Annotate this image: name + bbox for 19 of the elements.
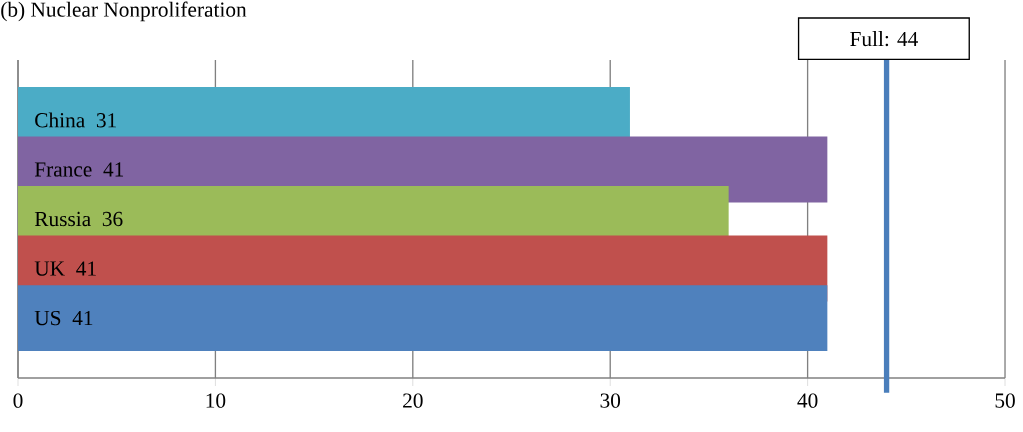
y-tick-label: Russia xyxy=(34,211,91,227)
y-tick-label: China xyxy=(35,112,85,128)
data-label: 41 xyxy=(76,261,96,276)
x-tick-label: 50 xyxy=(995,393,1015,408)
x-tick-label: 30 xyxy=(600,393,621,408)
ref-line-label: Full: 44 xyxy=(850,31,918,47)
chart-title: (b) Nuclear Nonproliferation xyxy=(1,1,247,22)
data-label: 41 xyxy=(103,162,124,177)
x-tick-label: 10 xyxy=(206,393,226,408)
y-tick-label: UK xyxy=(34,261,65,276)
y-tick-label: US xyxy=(34,310,61,326)
y-tick-label: France xyxy=(34,162,92,177)
x-tick-label: 20 xyxy=(403,393,423,408)
data-label: 31 xyxy=(96,113,116,128)
bar xyxy=(18,285,828,351)
data-label: 36 xyxy=(102,211,123,227)
data-label: 41 xyxy=(72,310,93,326)
x-tick-label: 0 xyxy=(13,393,23,408)
x-tick-label: 40 xyxy=(797,393,818,408)
